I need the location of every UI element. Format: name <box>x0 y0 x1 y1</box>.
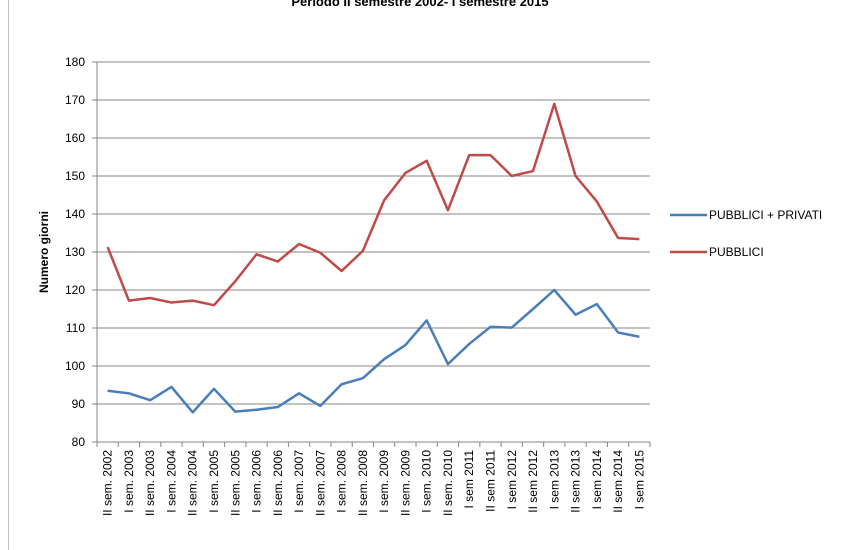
x-tick-label: II sem 2011 <box>483 450 497 512</box>
y-tick-label: 140 <box>65 207 85 221</box>
x-tick-label: II sem 2014 <box>611 450 625 513</box>
series-line <box>106 102 640 307</box>
legend-label: PUBBLICI + PRIVATI <box>709 208 822 222</box>
x-tick-label: I sem. 2010 <box>420 450 434 513</box>
x-tick-label: I sem 2011 <box>462 450 476 509</box>
x-tick-label: I sem 2012 <box>505 450 519 510</box>
y-tick-label: 110 <box>66 321 85 335</box>
x-tick-label: II sem. 2010 <box>441 450 455 516</box>
x-tick-label: I sem. 2005 <box>207 450 221 513</box>
y-tick-label: 90 <box>72 397 86 411</box>
y-tick-label: 150 <box>65 169 85 183</box>
x-tick-label: I sem. 2007 <box>292 450 306 513</box>
x-tick-label: I sem 2015 <box>632 450 646 510</box>
x-tick-label: II sem. 2002 <box>101 450 115 516</box>
y-tick-label: 120 <box>65 283 85 297</box>
x-tick-label: II sem. 2003 <box>143 450 157 516</box>
y-tick-label: 170 <box>65 93 85 107</box>
x-tick-label: I sem. 2008 <box>335 450 349 513</box>
x-tick-label: I sem 2014 <box>590 450 604 510</box>
x-tick-label: I sem. 2009 <box>377 450 391 513</box>
x-tick-label: II sem. 2006 <box>271 450 285 516</box>
legend-label: PUBBLICI <box>709 245 764 259</box>
x-tick-label: II sem. 2007 <box>313 450 327 516</box>
x-tick-label: II sem 2012 <box>526 450 540 513</box>
y-tick-label: 160 <box>65 131 85 145</box>
series-line <box>107 288 640 414</box>
y-tick-label: 130 <box>65 245 85 259</box>
x-tick-label: II sem 2013 <box>569 450 583 513</box>
x-tick-label: I sem. 2006 <box>250 450 264 513</box>
y-axis-label: Numero giorni <box>37 211 51 293</box>
x-tick-label: II sem. 2004 <box>186 450 200 516</box>
x-tick-label: II sem. 2009 <box>398 450 412 516</box>
x-tick-label: I sem. 2004 <box>164 450 178 513</box>
x-tick-label: II sem. 2005 <box>228 450 242 516</box>
y-tick-label: 180 <box>65 55 85 69</box>
x-tick-label: I sem 2013 <box>547 450 561 510</box>
y-tick-label: 80 <box>72 435 86 449</box>
x-tick-label: I sem. 2003 <box>122 450 136 513</box>
x-tick-label: II sem. 2008 <box>356 450 370 516</box>
y-tick-label: 100 <box>65 359 85 373</box>
chart-title: Periodo II semestre 2002- I semestre 201… <box>291 0 548 9</box>
